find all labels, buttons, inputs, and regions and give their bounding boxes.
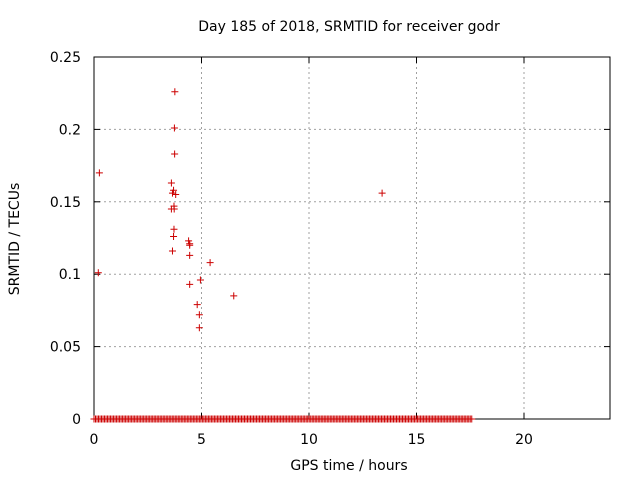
data-point: [171, 150, 179, 158]
data-point: [170, 225, 178, 233]
y-tick-label: 0.2: [59, 122, 81, 138]
x-tick-label: 0: [90, 432, 99, 448]
data-point: [171, 88, 179, 96]
grid-lines: [94, 57, 610, 419]
data-point: [206, 259, 214, 267]
data-point: [378, 189, 386, 197]
data-point: [230, 292, 238, 300]
data-point: [196, 276, 204, 284]
chart-title: Day 185 of 2018, SRMTID for receiver god…: [198, 19, 500, 35]
data-point: [95, 169, 103, 177]
y-tick-label: 0: [72, 412, 81, 428]
data-point: [193, 301, 201, 309]
data-point: [170, 124, 178, 132]
y-tick-label: 0.25: [50, 50, 81, 66]
data-point: [168, 189, 176, 197]
x-axis-label: GPS time / hours: [290, 458, 407, 474]
zero-point: [468, 415, 476, 423]
axis-ticks: 0 5 10 15 20 0 0.05 0.1 0.15 0.2 0.25: [50, 50, 610, 448]
data-point: [170, 233, 178, 241]
x-tick-label: 5: [197, 432, 206, 448]
y-axis-label: SRMTID / TECUs: [7, 183, 23, 296]
x-tick-label: 15: [408, 432, 426, 448]
data-point: [167, 179, 175, 187]
data-points: [90, 88, 476, 423]
x-tick-label: 10: [300, 432, 318, 448]
data-point: [195, 311, 203, 319]
data-point: [186, 251, 194, 259]
plot-frame: [93, 56, 611, 420]
data-point: [168, 247, 176, 255]
data-point: [185, 237, 193, 245]
data-point: [94, 269, 102, 277]
y-tick-label: 0.1: [59, 267, 81, 283]
y-tick-label: 0.15: [50, 195, 81, 211]
data-point: [186, 280, 194, 288]
data-point: [172, 191, 180, 199]
y-tick-label: 0.05: [50, 340, 81, 356]
x-tick-label: 20: [515, 432, 533, 448]
data-point: [170, 205, 178, 213]
data-point: [195, 324, 203, 332]
data-point: [186, 240, 194, 248]
data-point: [170, 186, 178, 194]
